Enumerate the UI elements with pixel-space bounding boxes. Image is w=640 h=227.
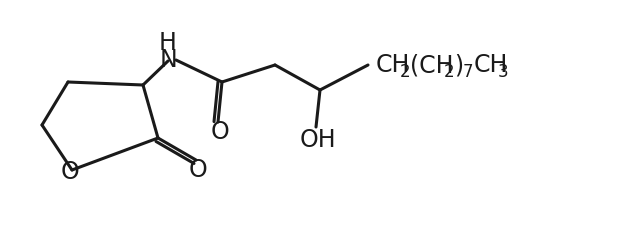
Text: 2: 2 — [444, 63, 454, 81]
Text: OH: OH — [300, 128, 336, 152]
Text: ): ) — [454, 53, 463, 77]
Text: H: H — [159, 31, 177, 55]
Text: O: O — [211, 120, 229, 144]
Text: N: N — [159, 48, 177, 72]
Text: O: O — [61, 160, 79, 184]
Text: CH: CH — [474, 53, 508, 77]
Text: CH: CH — [376, 53, 410, 77]
Text: 7: 7 — [463, 63, 474, 81]
Text: (CH: (CH — [410, 53, 454, 77]
Text: 3: 3 — [498, 63, 509, 81]
Text: O: O — [189, 158, 207, 182]
Text: 2: 2 — [400, 63, 411, 81]
